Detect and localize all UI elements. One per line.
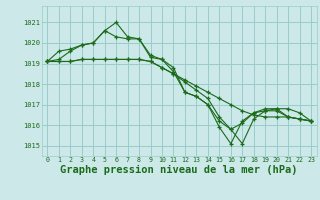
X-axis label: Graphe pression niveau de la mer (hPa): Graphe pression niveau de la mer (hPa) [60,165,298,175]
